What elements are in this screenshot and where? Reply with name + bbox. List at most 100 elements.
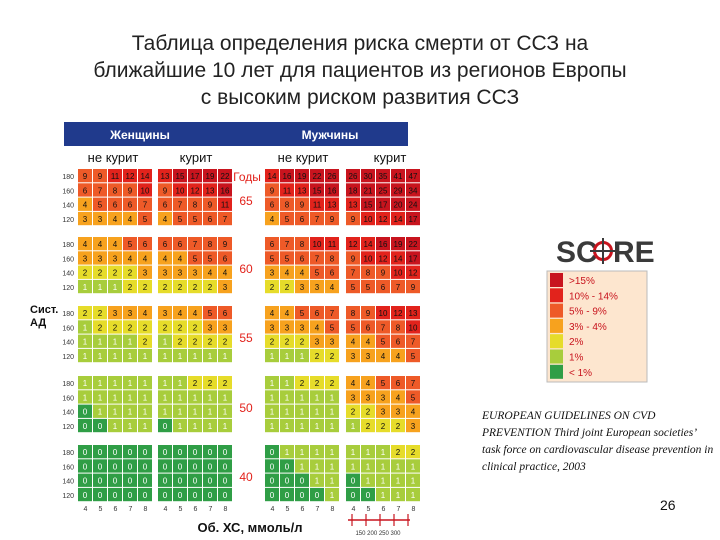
risk-value-label: 2	[83, 269, 88, 278]
risk-cell	[188, 390, 202, 404]
risk-value-label: 4	[330, 283, 335, 292]
risk-cell	[218, 473, 232, 487]
risk-cell	[265, 265, 279, 279]
risk-cell	[138, 306, 152, 320]
risk-cell	[391, 237, 405, 251]
risk-cell	[406, 320, 420, 334]
risk-value-label: 3	[351, 352, 356, 361]
risk-value-label: 30	[364, 172, 373, 181]
risk-value-label: 5	[208, 254, 213, 263]
risk-value-label: 11	[328, 240, 337, 249]
risk-value-label: 3	[208, 323, 213, 332]
risk-value-label: 5	[315, 269, 320, 278]
risk-cell	[93, 197, 107, 211]
cholesterol-tick-label: 6	[382, 506, 386, 513]
risk-value-label: 2	[351, 408, 356, 417]
risk-value-label: 1	[98, 393, 103, 402]
risk-value-label: 1	[330, 393, 335, 402]
risk-cell	[361, 487, 375, 502]
risk-value-label: 0	[178, 477, 183, 486]
risk-value-label: 3	[163, 269, 168, 278]
risk-cell	[93, 279, 107, 294]
risk-cell	[265, 487, 279, 502]
page-number: 26	[660, 497, 676, 513]
risk-cell	[173, 183, 187, 197]
risk-value-label: 6	[163, 240, 168, 249]
risk-cell	[188, 418, 202, 433]
risk-cell	[361, 418, 375, 433]
risk-value-label: 9	[128, 186, 133, 195]
risk-value-label: 1	[223, 352, 228, 361]
sbp-tick-label: 180	[62, 381, 74, 388]
risk-value-label: 6	[223, 254, 228, 263]
risk-value-label: 1	[143, 379, 148, 388]
risk-value-label: 5	[411, 352, 416, 361]
risk-cell	[325, 404, 339, 418]
risk-cell	[310, 265, 324, 279]
risk-value-label: 3	[270, 269, 275, 278]
age-label: 60	[239, 262, 253, 276]
risk-cell	[406, 445, 420, 459]
risk-cell	[280, 320, 294, 334]
risk-cell	[218, 251, 232, 265]
sbp-tick-label: 160	[62, 395, 74, 402]
risk-cell	[173, 279, 187, 294]
risk-value-label: 1	[98, 408, 103, 417]
risk-value-label: 7	[193, 240, 198, 249]
risk-cell	[376, 306, 390, 320]
risk-value-label: 1	[98, 379, 103, 388]
risk-cell	[218, 183, 232, 197]
risk-cell	[108, 251, 122, 265]
risk-value-label: 13	[298, 186, 307, 195]
risk-cell	[218, 211, 232, 226]
risk-cell	[295, 348, 309, 363]
sbp-tick-label: 120	[62, 424, 74, 431]
risk-value-label: 2	[366, 408, 371, 417]
cholesterol-tick-label: 7	[316, 506, 320, 513]
risk-cell	[361, 279, 375, 294]
risk-cell	[325, 265, 339, 279]
risk-cell	[138, 279, 152, 294]
risk-value-label: 5	[411, 393, 416, 402]
risk-cell	[325, 418, 339, 433]
risk-value-label: 4	[366, 338, 371, 347]
risk-cell	[376, 265, 390, 279]
risk-cell	[346, 306, 360, 320]
risk-cell	[295, 487, 309, 502]
risk-cell	[138, 473, 152, 487]
risk-cell	[108, 320, 122, 334]
risk-value-label: 6	[381, 283, 386, 292]
risk-value-label: 4	[411, 408, 416, 417]
cholesterol-tick-label: 7	[209, 506, 213, 513]
risk-value-label: 8	[208, 240, 213, 249]
risk-cell	[280, 251, 294, 265]
risk-cell	[361, 334, 375, 348]
risk-cell	[78, 376, 92, 390]
legend-label: 10% - 14%	[569, 291, 618, 302]
risk-value-label: 1	[351, 462, 356, 471]
risk-value-label: 5	[351, 283, 356, 292]
risk-cell	[406, 169, 420, 183]
risk-cell	[325, 306, 339, 320]
risk-value-label: 0	[351, 491, 356, 500]
risk-value-label: 0	[193, 462, 198, 471]
risk-value-label: 8	[351, 309, 356, 318]
risk-cell	[203, 334, 217, 348]
risk-cell	[265, 348, 279, 363]
risk-value-label: 3	[143, 269, 148, 278]
risk-cell	[325, 334, 339, 348]
risk-cell	[138, 459, 152, 473]
risk-value-label: 0	[163, 448, 168, 457]
risk-cell	[93, 390, 107, 404]
risk-value-label: 6	[143, 240, 148, 249]
risk-value-label: 4	[83, 201, 88, 210]
risk-value-label: 9	[223, 240, 228, 249]
risk-cell	[406, 459, 420, 473]
legend-swatch	[550, 349, 563, 364]
risk-value-label: 22	[221, 172, 230, 181]
risk-value-label: 34	[409, 186, 418, 195]
risk-cell	[188, 473, 202, 487]
risk-value-label: 5	[143, 215, 148, 224]
risk-cell	[280, 211, 294, 226]
risk-cell	[218, 487, 232, 502]
